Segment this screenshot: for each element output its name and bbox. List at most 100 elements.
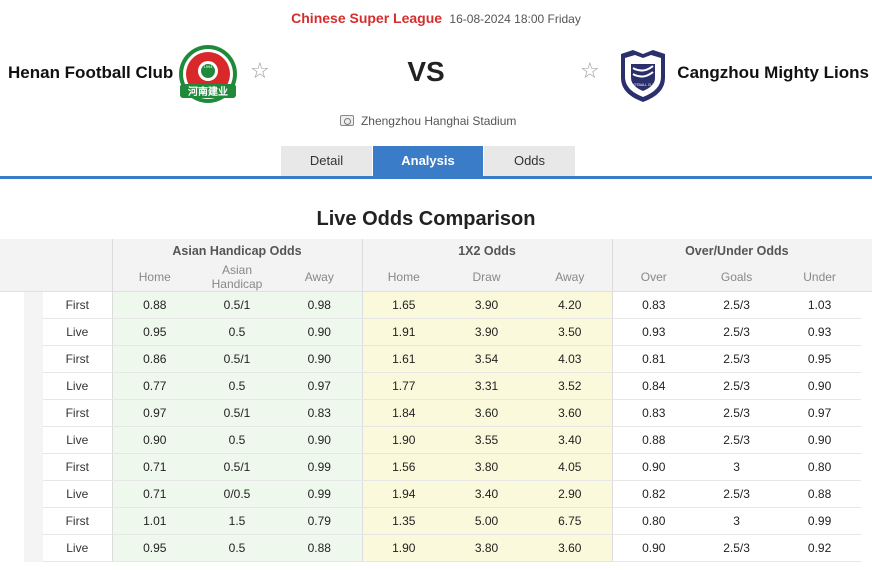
x2-home-odds[interactable]: 1.35 — [361, 507, 446, 535]
ah-away-odds[interactable]: 0.98 — [277, 291, 363, 319]
ah-handicap[interactable]: 0.5 — [197, 318, 277, 346]
ah-away-odds[interactable]: 0.88 — [277, 534, 363, 562]
ou-over-odds[interactable]: 0.93 — [611, 318, 696, 346]
x2-away-odds[interactable]: 4.03 — [528, 345, 613, 373]
ah-home-odds[interactable]: 0.71 — [111, 480, 197, 508]
ah-home-odds[interactable]: 0.77 — [111, 372, 197, 400]
x2-away-odds[interactable]: 4.20 — [528, 291, 613, 319]
x2-draw-odds[interactable]: 3.90 — [445, 291, 529, 319]
ah-home-odds[interactable]: 1.01 — [111, 507, 197, 535]
ou-goals[interactable]: 2.5/3 — [695, 399, 779, 427]
tab-detail[interactable]: Detail — [281, 146, 372, 176]
ou-over-odds[interactable]: 0.90 — [611, 534, 696, 562]
x2-away-odds[interactable]: 2.90 — [528, 480, 613, 508]
x2-home-odds[interactable]: 1.84 — [361, 399, 446, 427]
x2-away-odds[interactable]: 3.40 — [528, 426, 613, 454]
tab-odds[interactable]: Odds — [484, 146, 575, 176]
table-row[interactable]: Live 0.71 0/0.5 0.99 1.94 3.40 2.90 0.82 2.5/3 0.… — [0, 480, 872, 508]
table-row[interactable]: First 0.71 0.5/1 0.99 1.56 3.80 4.05 0.90 3 0.80 — [0, 453, 872, 481]
x2-draw-odds[interactable]: 3.55 — [445, 426, 529, 454]
home-team-logo[interactable]: 1994 河南建业 — [178, 44, 238, 104]
ah-away-odds[interactable]: 0.97 — [277, 372, 363, 400]
x2-draw-odds[interactable]: 5.00 — [445, 507, 529, 535]
ou-goals[interactable]: 2.5/3 — [695, 291, 779, 319]
tab-analysis[interactable]: Analysis — [373, 146, 483, 176]
ou-over-odds[interactable]: 0.83 — [611, 291, 696, 319]
x2-away-odds[interactable]: 3.60 — [528, 534, 613, 562]
ou-goals[interactable]: 3 — [695, 453, 779, 481]
x2-away-odds[interactable]: 3.50 — [528, 318, 613, 346]
table-row[interactable]: First 1.01 1.5 0.79 1.35 5.00 6.75 0.80 3 0.99 — [0, 507, 872, 535]
x2-home-odds[interactable]: 1.61 — [361, 345, 446, 373]
ah-handicap[interactable]: 1.5 — [197, 507, 277, 535]
ah-home-odds[interactable]: 0.90 — [111, 426, 197, 454]
ah-home-odds[interactable]: 0.86 — [111, 345, 197, 373]
ou-goals[interactable]: 2.5/3 — [695, 345, 779, 373]
ou-under-odds[interactable]: 1.03 — [778, 291, 862, 319]
ou-goals[interactable]: 3 — [695, 507, 779, 535]
x2-home-odds[interactable]: 1.56 — [361, 453, 446, 481]
ah-handicap[interactable]: 0.5/1 — [197, 291, 277, 319]
x2-home-odds[interactable]: 1.65 — [361, 291, 446, 319]
ah-home-odds[interactable]: 0.95 — [111, 318, 197, 346]
ah-handicap[interactable]: 0/0.5 — [197, 480, 277, 508]
ah-home-odds[interactable]: 0.95 — [111, 534, 197, 562]
ah-away-odds[interactable]: 0.99 — [277, 480, 363, 508]
away-team-name[interactable]: Cangzhou Mighty Lions — [677, 63, 869, 82]
ah-away-odds[interactable]: 0.90 — [277, 426, 363, 454]
ou-under-odds[interactable]: 0.92 — [778, 534, 862, 562]
ah-away-odds[interactable]: 0.99 — [277, 453, 363, 481]
x2-home-odds[interactable]: 1.91 — [361, 318, 446, 346]
ou-over-odds[interactable]: 0.90 — [611, 453, 696, 481]
x2-away-odds[interactable]: 4.05 — [528, 453, 613, 481]
x2-home-odds[interactable]: 1.77 — [361, 372, 446, 400]
ou-goals[interactable]: 2.5/3 — [695, 372, 779, 400]
table-row[interactable]: Live 0.95 0.5 0.90 1.91 3.90 3.50 0.93 2.5/3 0.93 — [0, 318, 872, 346]
table-row[interactable]: Live 0.77 0.5 0.97 1.77 3.31 3.52 0.84 2.5/3 0.90 — [0, 372, 872, 400]
ou-goals[interactable]: 2.5/3 — [695, 318, 779, 346]
ah-away-odds[interactable]: 0.90 — [277, 318, 363, 346]
ou-under-odds[interactable]: 0.90 — [778, 426, 862, 454]
home-team-name[interactable]: Henan Football Club — [8, 63, 174, 82]
ah-handicap[interactable]: 0.5 — [197, 534, 277, 562]
ah-away-odds[interactable]: 0.90 — [277, 345, 363, 373]
ou-over-odds[interactable]: 0.80 — [611, 507, 696, 535]
ou-over-odds[interactable]: 0.82 — [611, 480, 696, 508]
ou-goals[interactable]: 2.5/3 — [695, 480, 779, 508]
table-row[interactable]: First 0.88 0.5/1 0.98 1.65 3.90 4.20 0.83 2.5/3 1… — [0, 291, 872, 319]
x2-draw-odds[interactable]: 3.80 — [445, 453, 529, 481]
ou-over-odds[interactable]: 0.84 — [611, 372, 696, 400]
ah-away-odds[interactable]: 0.79 — [277, 507, 363, 535]
x2-draw-odds[interactable]: 3.40 — [445, 480, 529, 508]
ah-home-odds[interactable]: 0.97 — [111, 399, 197, 427]
ah-handicap[interactable]: 0.5 — [197, 426, 277, 454]
x2-home-odds[interactable]: 1.90 — [361, 534, 446, 562]
league-name[interactable]: Chinese Super League — [291, 10, 443, 26]
ah-handicap[interactable]: 0.5/1 — [197, 453, 277, 481]
ah-home-odds[interactable]: 0.88 — [111, 291, 197, 319]
ou-under-odds[interactable]: 0.93 — [778, 318, 862, 346]
ou-under-odds[interactable]: 0.80 — [778, 453, 862, 481]
ah-away-odds[interactable]: 0.83 — [277, 399, 363, 427]
favorite-star-icon[interactable]: ☆ — [580, 58, 600, 83]
x2-home-odds[interactable]: 1.94 — [361, 480, 446, 508]
ou-under-odds[interactable]: 0.90 — [778, 372, 862, 400]
x2-draw-odds[interactable]: 3.31 — [445, 372, 529, 400]
table-row[interactable]: First 0.86 0.5/1 0.90 1.61 3.54 4.03 0.81 2.5/3 0… — [0, 345, 872, 373]
ah-handicap[interactable]: 0.5/1 — [197, 345, 277, 373]
x2-draw-odds[interactable]: 3.90 — [445, 318, 529, 346]
table-row[interactable]: Live 0.95 0.5 0.88 1.90 3.80 3.60 0.90 2.5/3 0.92 — [0, 534, 872, 562]
ou-over-odds[interactable]: 0.81 — [611, 345, 696, 373]
table-row[interactable]: Live 0.90 0.5 0.90 1.90 3.55 3.40 0.88 2.5/3 0.90 — [0, 426, 872, 454]
x2-draw-odds[interactable]: 3.54 — [445, 345, 529, 373]
ou-under-odds[interactable]: 0.95 — [778, 345, 862, 373]
ou-under-odds[interactable]: 0.97 — [778, 399, 862, 427]
ah-handicap[interactable]: 0.5 — [197, 372, 277, 400]
away-team-logo[interactable]: FOOTBALL CLUB — [613, 44, 673, 104]
x2-home-odds[interactable]: 1.90 — [361, 426, 446, 454]
ou-under-odds[interactable]: 0.99 — [778, 507, 862, 535]
ou-under-odds[interactable]: 0.88 — [778, 480, 862, 508]
x2-draw-odds[interactable]: 3.60 — [445, 399, 529, 427]
ou-goals[interactable]: 2.5/3 — [695, 534, 779, 562]
ah-home-odds[interactable]: 0.71 — [111, 453, 197, 481]
